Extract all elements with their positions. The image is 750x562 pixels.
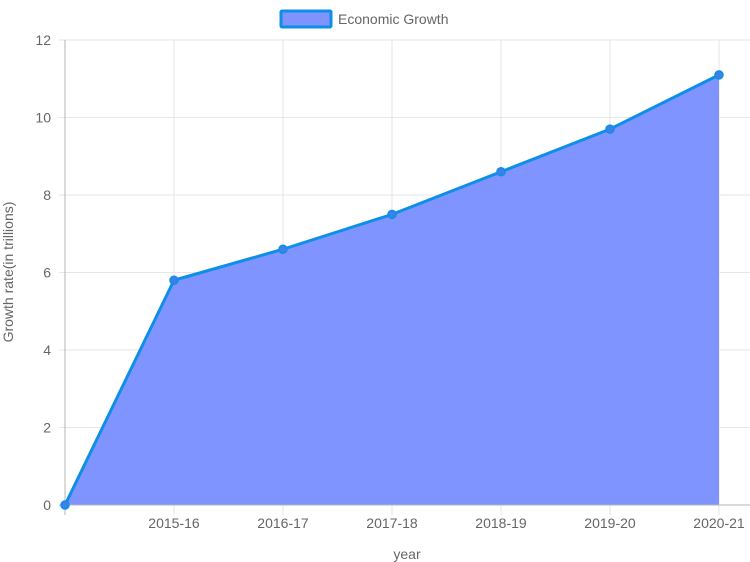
y-tick-label: 2: [43, 420, 51, 436]
x-tick-label: 2020-21: [693, 515, 745, 531]
points: [60, 70, 724, 510]
x-tick-label: 2016-17: [257, 515, 309, 531]
x-tick-label: 2017-18: [366, 515, 418, 531]
data-point[interactable]: [60, 500, 70, 510]
x-tick-label: 2015-16: [148, 515, 200, 531]
y-axis-title: Growth rate(in trillions): [0, 202, 16, 343]
data-point[interactable]: [714, 70, 724, 80]
legend[interactable]: Economic Growth: [279, 9, 448, 29]
x-axis-title: year: [393, 546, 421, 562]
tick-labels: 0 2 4 6 8 10 12 2015-16 2016-17 2017-18 2018-19 201…: [35, 32, 744, 531]
x-tick-label: 2018-19: [475, 515, 527, 531]
data-point[interactable]: [496, 167, 506, 177]
legend-swatch[interactable]: [279, 9, 333, 29]
y-tick-label: 10: [35, 110, 51, 126]
data-point[interactable]: [278, 244, 288, 254]
axes: [59, 40, 750, 515]
legend-label: Economic Growth: [338, 11, 448, 27]
data-point[interactable]: [387, 209, 397, 220]
y-tick-label: 12: [35, 32, 51, 48]
data-point[interactable]: [605, 124, 615, 134]
x-tick-label: 2019-20: [584, 515, 636, 531]
y-tick-label: 0: [43, 497, 51, 513]
y-tick-label: 6: [43, 265, 51, 281]
area-layer: [65, 74, 719, 505]
y-tick-label: 8: [43, 187, 51, 203]
data-point[interactable]: [169, 275, 179, 285]
y-tick-label: 4: [43, 342, 51, 358]
series-area: [65, 74, 719, 505]
